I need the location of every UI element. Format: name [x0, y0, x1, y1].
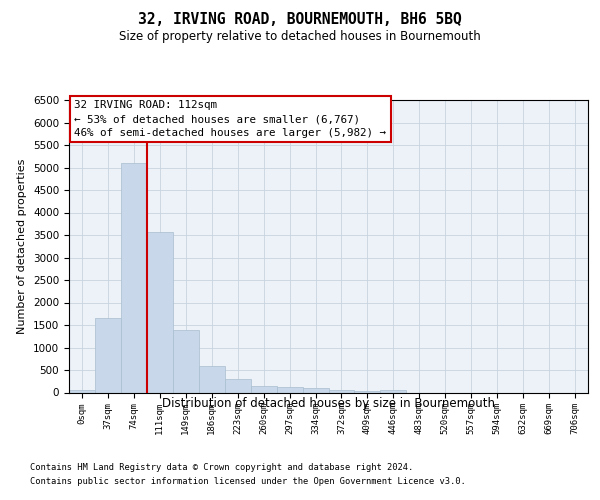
Bar [173, 330, 199, 392]
Text: Distribution of detached houses by size in Bournemouth: Distribution of detached houses by size … [162, 398, 496, 410]
Bar [380, 390, 406, 392]
Bar [329, 390, 355, 392]
Bar [225, 379, 251, 392]
Text: 32, IRVING ROAD, BOURNEMOUTH, BH6 5BQ: 32, IRVING ROAD, BOURNEMOUTH, BH6 5BQ [138, 12, 462, 28]
Bar [251, 386, 277, 392]
Bar [277, 387, 302, 392]
Text: Size of property relative to detached houses in Bournemouth: Size of property relative to detached ho… [119, 30, 481, 43]
Y-axis label: Number of detached properties: Number of detached properties [17, 158, 28, 334]
Bar [69, 390, 95, 392]
Bar [302, 388, 329, 392]
Bar [199, 366, 224, 392]
Text: Contains HM Land Registry data © Crown copyright and database right 2024.: Contains HM Land Registry data © Crown c… [30, 464, 413, 472]
Text: Contains public sector information licensed under the Open Government Licence v3: Contains public sector information licen… [30, 477, 466, 486]
Bar [355, 391, 380, 392]
Bar [121, 163, 147, 392]
Bar [147, 232, 173, 392]
Text: 32 IRVING ROAD: 112sqm
← 53% of detached houses are smaller (6,767)
46% of semi-: 32 IRVING ROAD: 112sqm ← 53% of detached… [74, 100, 386, 138]
Bar [95, 318, 121, 392]
